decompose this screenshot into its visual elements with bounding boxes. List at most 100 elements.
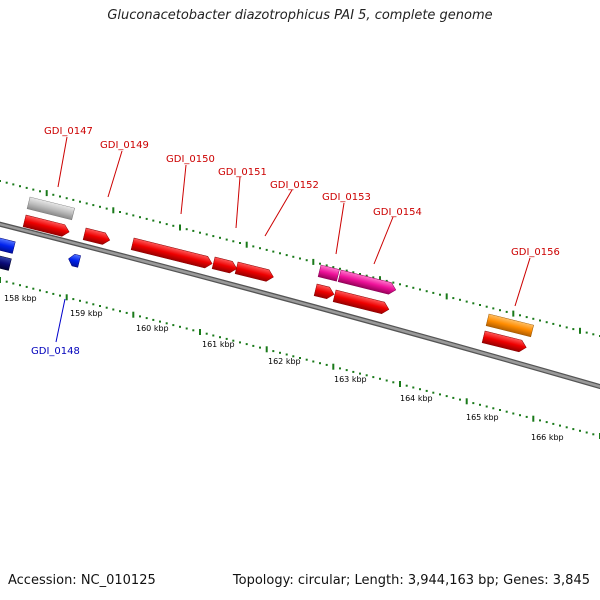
gene-label-gdi-0153: GDI_0153	[322, 192, 371, 203]
minor-tick	[199, 231, 201, 234]
minor-tick	[419, 288, 421, 291]
genome-backbone	[0, 221, 600, 390]
gene-gdi-0148-feature	[68, 253, 81, 268]
minor-tick	[552, 422, 555, 425]
major-tick	[245, 241, 248, 248]
gene-gdi-0156-feature	[485, 313, 534, 338]
minor-tick	[205, 233, 208, 236]
minor-tick	[212, 334, 215, 337]
minor-tick	[59, 195, 61, 198]
gene-label-gdi-0148: GDI_0148	[31, 346, 80, 357]
gene-label-gdi-0149: GDI_0149	[100, 140, 149, 151]
minor-tick	[352, 370, 355, 373]
minor-tick	[385, 379, 388, 382]
major-tick	[445, 293, 448, 300]
minor-tick	[179, 325, 181, 328]
minor-tick	[432, 391, 435, 394]
scale-label-163-kbp: 163 kbp	[334, 375, 367, 384]
minor-tick	[525, 316, 528, 319]
major-tick	[265, 346, 268, 353]
minor-tick	[519, 314, 521, 317]
minor-tick	[152, 219, 155, 222]
gene-gdi-0155-feature	[332, 289, 390, 315]
minor-tick	[379, 377, 381, 380]
minor-tick	[185, 228, 188, 231]
minor-tick	[145, 217, 148, 220]
minor-tick	[265, 248, 268, 251]
gene-gdi-0152b-feature	[234, 261, 274, 282]
minor-tick	[505, 310, 508, 313]
minor-tick	[139, 315, 141, 318]
minor-tick	[99, 205, 101, 208]
minor-tick	[232, 240, 235, 243]
gene-gdi-0153-feature	[317, 264, 340, 282]
minor-tick	[512, 412, 515, 415]
gene-gdi-0147-feature	[26, 196, 75, 221]
minor-tick	[419, 388, 421, 391]
gene-gdi-0154-feature	[337, 269, 397, 295]
minor-tick	[532, 317, 535, 320]
minor-tick	[499, 409, 501, 411]
major-tick	[579, 327, 581, 334]
minor-tick	[559, 324, 561, 327]
minor-tick	[345, 369, 348, 372]
minor-tick	[585, 431, 588, 434]
minor-tick	[225, 337, 228, 340]
major-tick	[312, 258, 315, 265]
minor-tick	[312, 360, 315, 363]
minor-tick	[85, 202, 88, 205]
minor-tick	[345, 269, 348, 272]
minor-tick	[125, 212, 128, 215]
minor-tick	[159, 221, 161, 224]
minor-tick	[359, 273, 361, 275]
minor-tick	[65, 197, 68, 200]
accession-label: Accession: NC_010125	[8, 573, 156, 588]
major-tick	[399, 381, 401, 387]
gene-labels: GDI_0147 GDI_0149 GDI_0150 GDI_0151 GDI_…	[31, 126, 560, 357]
minor-tick	[232, 339, 235, 342]
minor-tick	[539, 319, 541, 322]
minor-tick	[219, 236, 221, 239]
minor-tick	[79, 299, 81, 302]
minor-tick	[259, 346, 261, 349]
scale-label-164-kbp: 164 kbp	[400, 394, 433, 403]
minor-tick	[219, 336, 221, 339]
gene-gdi-0151-feature	[130, 237, 213, 269]
gene-label-gdi-0151: GDI_0151	[218, 167, 267, 178]
gene-label-gdi-0156: GDI_0156	[511, 247, 560, 258]
leader-lines	[55, 136, 531, 343]
major-tick	[132, 311, 135, 318]
minor-tick	[79, 200, 81, 203]
minor-tick	[132, 214, 135, 217]
minor-tick	[412, 386, 415, 389]
minor-tick	[325, 363, 328, 366]
minor-tick	[305, 358, 308, 361]
gene-gdi-0149-feature	[22, 214, 70, 237]
minor-tick	[519, 414, 521, 417]
minor-tick	[339, 267, 341, 270]
reverse-strand-genes	[0, 235, 81, 271]
minor-tick	[139, 216, 141, 219]
minor-tick	[292, 355, 295, 358]
minor-tick	[425, 389, 428, 392]
minor-tick	[239, 242, 241, 244]
minor-tick	[19, 185, 21, 188]
minor-tick	[399, 283, 401, 286]
minor-tick	[192, 229, 195, 232]
minor-tick	[192, 329, 195, 332]
minor-tick	[92, 303, 95, 306]
minor-tick	[272, 250, 275, 253]
minor-tick	[525, 415, 528, 418]
minor-tick	[239, 341, 241, 344]
gene-gdi-0152-feature	[211, 256, 238, 274]
minor-tick	[245, 343, 248, 346]
minor-tick	[39, 289, 41, 292]
minor-tick	[52, 292, 55, 295]
minor-tick	[459, 298, 461, 301]
minor-tick	[159, 320, 161, 323]
minor-tick	[572, 328, 575, 331]
minor-tick	[285, 254, 288, 257]
minor-tick	[72, 298, 75, 301]
minor-tick	[85, 301, 88, 304]
minor-tick	[319, 362, 321, 365]
